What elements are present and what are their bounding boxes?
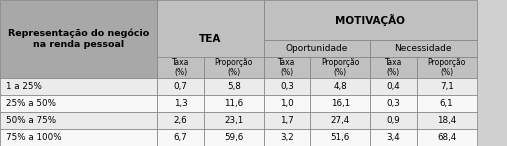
Bar <box>264 112 310 129</box>
Text: 25% a 50%: 25% a 50% <box>6 99 56 108</box>
Bar <box>0 112 157 129</box>
Bar <box>264 40 370 57</box>
Text: Representação do negócio
na renda pessoal: Representação do negócio na renda pessoa… <box>8 29 149 49</box>
Text: 50% a 75%: 50% a 75% <box>6 116 56 125</box>
Text: Proporção
(%): Proporção (%) <box>321 58 359 77</box>
Text: 6,1: 6,1 <box>440 99 453 108</box>
Bar <box>264 0 477 40</box>
Text: 0,9: 0,9 <box>386 116 401 125</box>
Text: 4,8: 4,8 <box>333 82 347 91</box>
Text: TEA: TEA <box>199 34 222 44</box>
Text: 3,4: 3,4 <box>386 133 401 142</box>
Bar <box>370 112 417 129</box>
Bar <box>0 95 157 112</box>
Text: Proporção
(%): Proporção (%) <box>427 58 466 77</box>
Text: 68,4: 68,4 <box>437 133 456 142</box>
Bar <box>0 0 157 78</box>
Bar <box>310 112 370 129</box>
Text: 0,3: 0,3 <box>280 82 294 91</box>
Bar <box>157 112 204 129</box>
Bar <box>417 78 477 95</box>
Text: 7,1: 7,1 <box>440 82 454 91</box>
Bar <box>204 95 264 112</box>
Bar <box>310 95 370 112</box>
Text: 5,8: 5,8 <box>227 82 241 91</box>
Text: 75% a 100%: 75% a 100% <box>6 133 62 142</box>
Text: 1,0: 1,0 <box>280 99 294 108</box>
Bar <box>417 95 477 112</box>
Text: 27,4: 27,4 <box>331 116 350 125</box>
Bar <box>0 78 157 95</box>
Text: Necessidade: Necessidade <box>394 44 452 53</box>
Bar <box>310 57 370 78</box>
Text: 6,7: 6,7 <box>173 133 188 142</box>
Bar <box>0 129 157 146</box>
Bar <box>204 57 264 78</box>
Bar <box>370 57 417 78</box>
Text: Oportunidade: Oportunidade <box>285 44 348 53</box>
Bar <box>264 78 310 95</box>
Bar <box>157 78 204 95</box>
Text: 1 a 25%: 1 a 25% <box>6 82 42 91</box>
Text: 11,6: 11,6 <box>224 99 243 108</box>
Text: 59,6: 59,6 <box>224 133 243 142</box>
Text: 2,6: 2,6 <box>174 116 187 125</box>
Bar <box>417 129 477 146</box>
Text: 3,2: 3,2 <box>280 133 294 142</box>
Bar <box>370 40 477 57</box>
Bar <box>310 129 370 146</box>
Bar <box>370 129 417 146</box>
Text: 23,1: 23,1 <box>224 116 243 125</box>
Bar <box>157 129 204 146</box>
Text: Taxa
(%): Taxa (%) <box>172 58 189 77</box>
Bar <box>264 95 310 112</box>
Bar <box>264 57 310 78</box>
Bar <box>264 129 310 146</box>
Text: Proporção
(%): Proporção (%) <box>214 58 253 77</box>
Bar <box>157 57 204 78</box>
Text: 1,3: 1,3 <box>173 99 188 108</box>
Bar <box>157 0 264 78</box>
Text: 16,1: 16,1 <box>331 99 350 108</box>
Text: MOTIVAÇÃO: MOTIVAÇÃO <box>335 14 405 26</box>
Text: Taxa
(%): Taxa (%) <box>385 58 402 77</box>
Bar <box>370 78 417 95</box>
Text: 18,4: 18,4 <box>437 116 456 125</box>
Bar <box>204 129 264 146</box>
Text: 1,7: 1,7 <box>280 116 294 125</box>
Text: 0,3: 0,3 <box>386 99 401 108</box>
Bar <box>310 78 370 95</box>
Bar <box>370 95 417 112</box>
Text: 51,6: 51,6 <box>331 133 350 142</box>
Bar <box>157 95 204 112</box>
Bar <box>204 112 264 129</box>
Text: Taxa
(%): Taxa (%) <box>278 58 296 77</box>
Bar <box>417 57 477 78</box>
Text: 0,4: 0,4 <box>386 82 401 91</box>
Bar <box>204 78 264 95</box>
Text: 0,7: 0,7 <box>173 82 188 91</box>
Bar <box>417 112 477 129</box>
